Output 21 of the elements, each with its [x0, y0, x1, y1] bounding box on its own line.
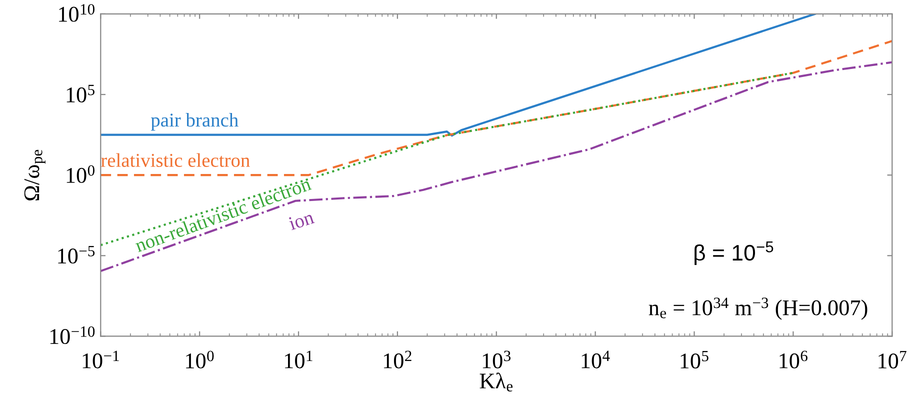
- series-label: relativistic electron: [101, 153, 250, 167]
- y-axis-title: Ω/ω$_{pe}$: [24, 150, 46, 200]
- x-tick-label: 10$^{6}$: [780, 350, 808, 368]
- y-tick-label: 10$^{10}$: [59, 4, 94, 22]
- x-axis-title: Kλ$_{e}$: [480, 372, 513, 392]
- x-tick-label: 10$^{3}$: [482, 350, 511, 368]
- y-tick-label: 10$^{5}$: [66, 84, 94, 102]
- text: ion: [288, 210, 315, 230]
- x-tick-label: 10$^{1}$: [285, 350, 312, 368]
- x-tick-label: 10$^{2}$: [384, 350, 412, 368]
- annotation: n$_{e}$ = 10$^{34}$ m$^{−3}$ (H=0.007): [648, 298, 868, 320]
- x-tick-label: 10$^{4}$: [582, 350, 610, 368]
- x-tick-label: 10$^{7}$: [878, 350, 906, 368]
- annotation: β = 10$^{−5}$: [694, 242, 774, 266]
- y-tick-label: 10$^{−10}$: [50, 326, 95, 344]
- x-tick-label: 10$^{5}$: [680, 350, 708, 368]
- y-tick-label: 10$^{−5}$: [58, 246, 95, 264]
- x-tick-label: 10$^{−1}$: [82, 350, 119, 368]
- series-label: pair branch: [150, 112, 238, 131]
- y-tick-label: 10$^{0}$: [66, 165, 94, 183]
- x-tick-label: 10$^{0}$: [186, 350, 214, 368]
